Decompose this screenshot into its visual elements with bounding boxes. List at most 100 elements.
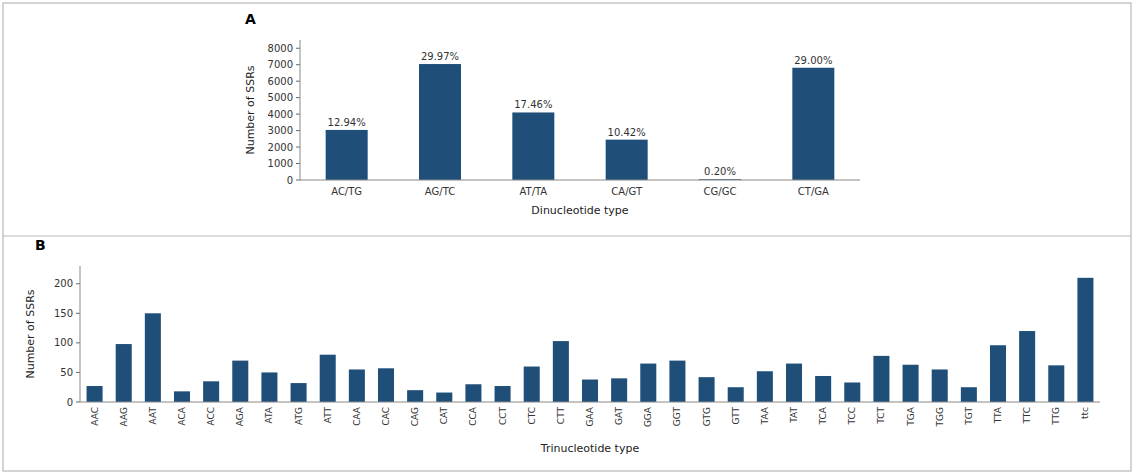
border [3, 3, 1131, 471]
y-tick [296, 180, 300, 181]
bar [524, 367, 540, 402]
x-axis [80, 402, 1100, 403]
x-tick-label: ttc [1080, 407, 1090, 419]
x-tick-label: AAG [119, 407, 129, 426]
x-tick-label: CAA [352, 406, 362, 426]
x-tick-label: TCC [847, 407, 857, 426]
x-tick-label: GGA [643, 406, 653, 427]
bar [378, 368, 394, 402]
x-axis-label: Trinucleotide type [540, 442, 640, 455]
x-tick-label: AGA [235, 406, 245, 426]
x-tick-label: ATT [323, 406, 333, 423]
percentage-label: 17.46% [514, 99, 552, 110]
panel-label: B [35, 237, 46, 253]
x-tick-label: TGA [906, 406, 916, 426]
y-tick-label: 0 [287, 175, 293, 186]
y-tick-label: 100 [54, 337, 73, 348]
x-tick-label: GTT [731, 407, 741, 425]
panel: B050100150200AACAAGAATACAACCAGAATAATGATT… [24, 237, 1100, 455]
bar [291, 383, 307, 402]
x-tick-label: ATA [264, 406, 274, 423]
x-tick-label: TCA [818, 406, 828, 425]
bar [326, 130, 368, 180]
y-tick-label: 0 [67, 397, 73, 408]
x-tick-label: TTA [993, 406, 1003, 424]
bar [87, 386, 103, 402]
bar [232, 361, 248, 402]
bar [611, 378, 627, 402]
bar [174, 391, 190, 402]
y-tick [296, 48, 300, 49]
x-tick-label: AT/TA [519, 186, 547, 197]
y-tick [296, 130, 300, 131]
x-tick-label: AC/TG [331, 186, 362, 197]
x-axis-label: Dinucleotide type [531, 204, 628, 217]
x-tick-label: TCT [876, 407, 886, 425]
x-tick-label: CA/GT [611, 186, 643, 197]
x-tick-label: GGT [672, 406, 682, 426]
bar [495, 386, 511, 402]
percentage-label: 12.94% [328, 117, 366, 128]
bar [669, 361, 685, 402]
x-tick-label: TGT [964, 407, 974, 426]
bar [961, 387, 977, 402]
x-tick-label: AAT [148, 407, 158, 425]
percentage-label: 10.42% [608, 127, 646, 138]
bar [203, 381, 219, 402]
y-axis [300, 40, 301, 180]
bar [757, 371, 773, 402]
x-tick-label: CCA [468, 406, 478, 426]
bar [728, 387, 744, 402]
bar [436, 393, 452, 402]
x-tick-label: CG/GC [704, 186, 737, 197]
x-tick-label: CAC [381, 407, 391, 426]
bar [792, 68, 834, 180]
bar [606, 140, 648, 180]
bar [903, 365, 919, 402]
bar [349, 369, 365, 402]
bar [116, 344, 132, 402]
x-tick-label: TTC [1022, 407, 1032, 425]
percentage-label: 29.97% [421, 51, 459, 62]
x-tick-label: GTG [702, 407, 712, 426]
bar [145, 313, 161, 402]
y-tick-label: 4000 [268, 109, 293, 120]
y-tick [76, 372, 80, 373]
bar [512, 112, 554, 180]
chart: A01000200030004000500060007000800012.94%… [0, 0, 1134, 474]
y-tick-label: 5000 [268, 92, 293, 103]
y-tick [296, 163, 300, 164]
percentage-label: 0.20% [704, 166, 736, 177]
bar [419, 64, 461, 180]
y-tick [296, 147, 300, 148]
y-axis [80, 266, 81, 402]
x-tick-label: CAG [410, 407, 420, 426]
bar [1077, 278, 1093, 402]
x-tick-label: CCT [498, 407, 508, 426]
bar [815, 376, 831, 402]
x-tick-label: ATG [294, 407, 304, 425]
x-tick-label: AG/TC [425, 186, 455, 197]
bar [699, 377, 715, 402]
x-tick-label: ACA [177, 406, 187, 425]
x-axis [300, 180, 860, 181]
bar [990, 345, 1006, 402]
x-tick-label: ACC [206, 407, 216, 426]
bar [465, 384, 481, 402]
bar [582, 380, 598, 402]
x-tick-label: TGG [935, 407, 945, 427]
x-tick-label: GAA [585, 406, 595, 426]
y-tick [76, 342, 80, 343]
x-tick-label: CTT [556, 407, 566, 425]
y-tick [296, 81, 300, 82]
bar [1048, 365, 1064, 402]
y-tick [76, 313, 80, 314]
x-tick-label: CAT [439, 407, 449, 425]
x-tick-label: TTG [1051, 407, 1061, 426]
y-tick-label: 50 [60, 367, 73, 378]
bar [932, 369, 948, 402]
percentage-label: 29.00% [794, 55, 832, 66]
bar [407, 390, 423, 402]
x-tick-label: TAA [760, 406, 770, 425]
y-tick [296, 97, 300, 98]
